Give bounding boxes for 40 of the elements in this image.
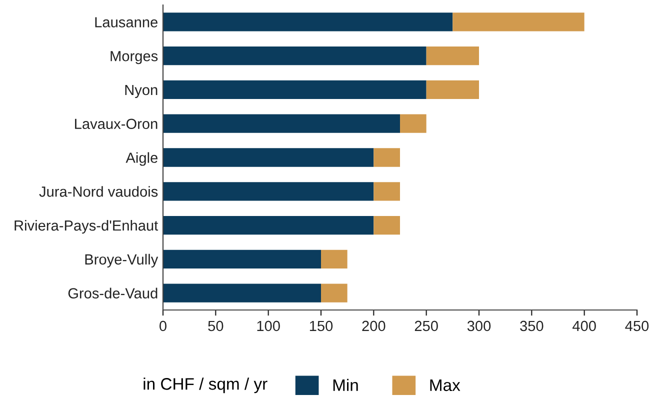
bar [426,46,479,66]
x-tick-label: 50 [208,320,224,332]
y-tick-label: Jura-Nord vaudois [39,186,158,197]
bar [452,12,584,32]
x-tick-label: 0 [160,320,166,332]
bar [321,250,348,268]
y-tick-label: Morges [110,51,158,64]
bar [374,216,400,235]
bar [163,114,400,133]
legend-label: Max [430,379,460,392]
bar [163,80,426,100]
x-tick-label: 450 [625,320,649,332]
bar [163,284,321,302]
bar [163,46,426,66]
bar [426,80,479,100]
bar [374,148,400,167]
bar [163,12,453,32]
bar [163,182,374,201]
y-tick-label: Nyon [125,84,158,98]
bar [400,114,426,133]
y-tick-label: Lavaux-Oron [75,118,158,130]
x-tick-label: 350 [520,320,544,332]
bar [163,148,374,167]
bar [321,284,348,302]
y-tick-label: Gros-de-Vaud [68,288,158,298]
bar [163,250,321,268]
legend-title: in CHF / sqm / yr [144,378,268,394]
bar [374,182,400,201]
x-tick-label: 300 [467,320,491,332]
y-tick-label: Lausanne [95,17,158,28]
bar [163,216,374,235]
x-tick-label: 200 [362,320,386,332]
x-tick-label: 100 [257,320,280,332]
legend-label: Min [333,378,358,391]
x-tick-label: 250 [414,320,438,332]
y-tick-label: Broye-Vully [85,254,158,268]
y-tick-label: Aigle [126,152,158,166]
x-tick-label: 400 [572,320,596,332]
y-tick-label: Riviera-Pays-d'Enhaut [14,220,158,234]
x-tick-label: 150 [310,320,333,332]
